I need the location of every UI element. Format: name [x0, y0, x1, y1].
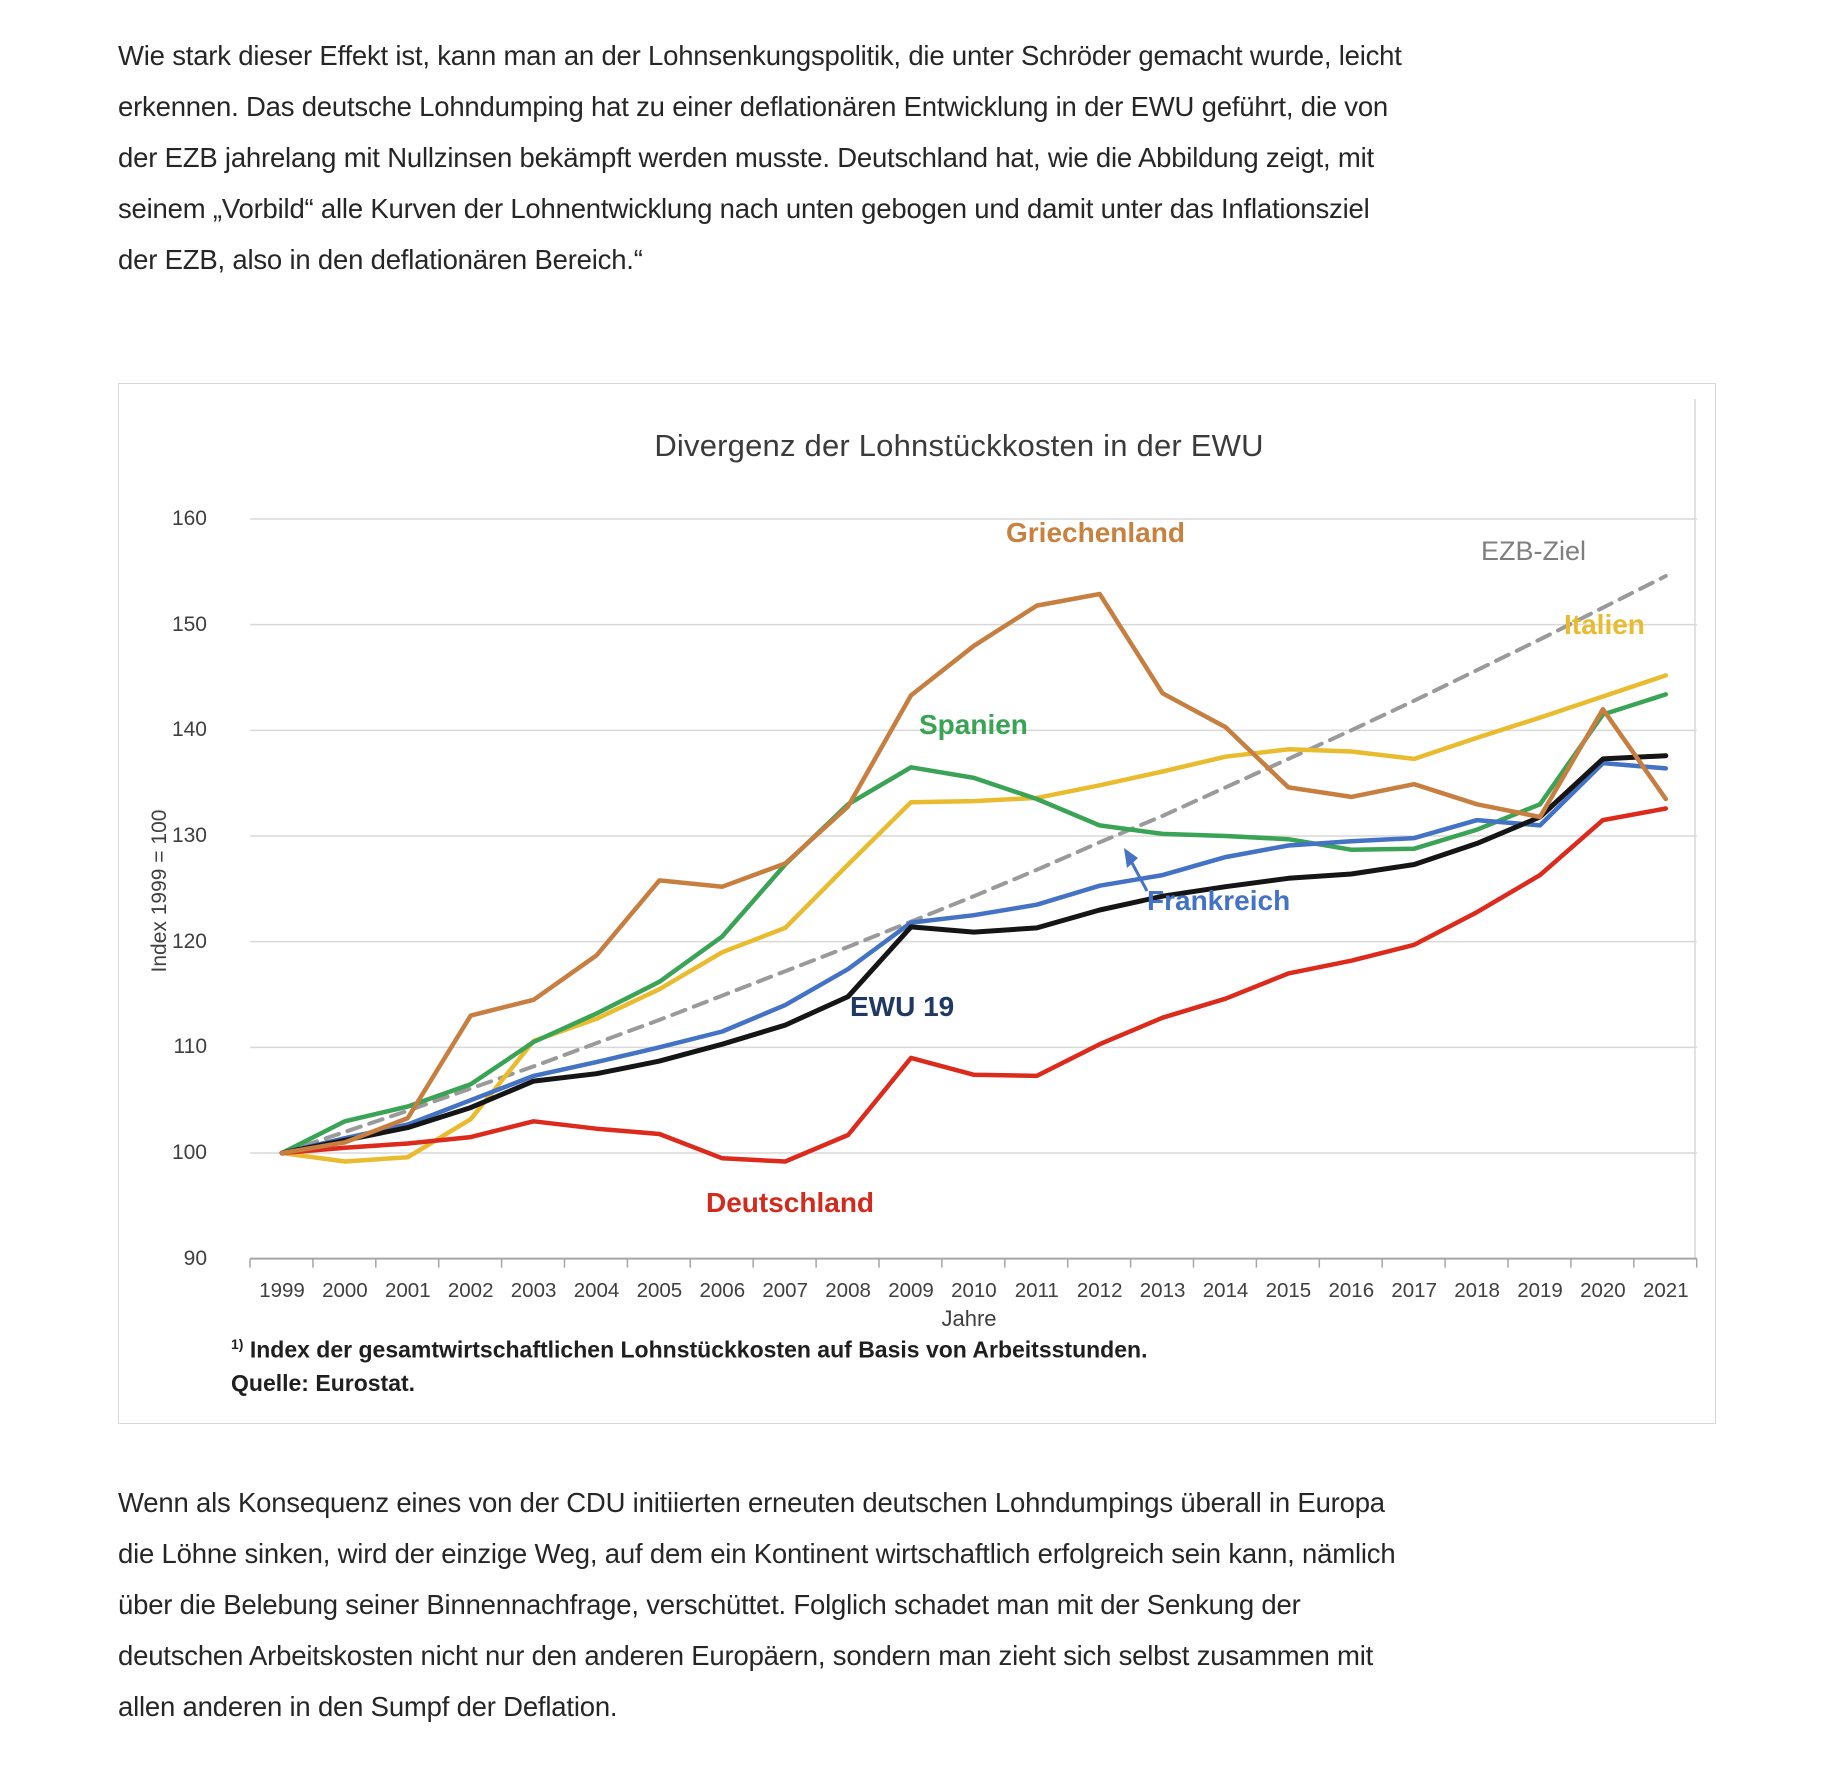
series-label-frankreich: Frankreich	[1147, 885, 1291, 916]
paragraph-line: deutschen Arbeitskosten nicht nur den an…	[118, 1640, 1374, 1671]
closing-paragraph: Wenn als Konsequenz eines von der CDU in…	[118, 1477, 1618, 1732]
x-tick-label: 2011	[1014, 1279, 1059, 1302]
series-label-italien: Italien	[1564, 609, 1645, 640]
x-tick-label: 2014	[1202, 1279, 1249, 1302]
y-tick-label: 140	[171, 718, 207, 742]
paragraph-line: allen anderen in den Sumpf der Deflation…	[118, 1691, 618, 1722]
footnote-text: Index der gesamtwirtschaftlichen Lohnstü…	[249, 1336, 1148, 1363]
paragraph-line: Wie stark dieser Effekt ist, kann man an…	[118, 40, 1402, 71]
y-tick-label: 130	[171, 823, 207, 847]
paragraph-line: die Löhne sinken, wird der einzige Weg, …	[118, 1538, 1396, 1569]
x-axis-title: Jahre	[941, 1306, 997, 1331]
x-tick-label: 2013	[1139, 1279, 1186, 1302]
paragraph-line: seinem „Vorbild“ alle Kurven der Lohnent…	[118, 193, 1370, 224]
paragraph-line: erkennen. Das deutsche Lohndumping hat z…	[118, 91, 1389, 122]
x-tick-label: 2015	[1265, 1279, 1312, 1302]
intro-paragraph: Wie stark dieser Effekt ist, kann man an…	[118, 30, 1618, 285]
x-tick-label: 2020	[1580, 1279, 1626, 1302]
chart-figure: Divergenz der Lohnstückkosten in der EWU…	[118, 383, 1716, 1424]
series-label-ezb-ziel: EZB-Ziel	[1481, 536, 1587, 566]
x-tick-label: 2005	[636, 1279, 683, 1302]
x-tick-label: 2002	[447, 1279, 494, 1302]
x-tick-label: 2019	[1517, 1279, 1563, 1302]
x-tick-label: 1999	[259, 1279, 305, 1302]
chart-title: Divergenz der Lohnstückkosten in der EWU	[654, 428, 1264, 463]
line-chart-plot	[249, 398, 1698, 1268]
series-label-spanien: Spanien	[919, 709, 1028, 740]
y-tick-label: 150	[171, 612, 207, 636]
x-tick-label: 2021	[1642, 1279, 1689, 1302]
x-tick-label: 2008	[825, 1279, 871, 1302]
x-tick-label: 2006	[699, 1279, 746, 1302]
y-tick-label: 100	[171, 1141, 207, 1164]
paragraph-line: der EZB jahrelang mit Nullzinsen bekämpf…	[118, 142, 1374, 173]
series-label-ewu19: EWU 19	[850, 991, 955, 1022]
x-tick-label: 2012	[1076, 1279, 1123, 1302]
y-tick-label: 160	[171, 506, 207, 530]
series-label-griechenland: Griechenland	[1006, 517, 1185, 548]
footnote-marker: 1)	[231, 1336, 244, 1352]
chart-source: Quelle: Eurostat.	[231, 1370, 416, 1396]
y-tick-label: 90	[183, 1246, 207, 1270]
x-tick-label: 2018	[1454, 1279, 1500, 1302]
paragraph-line: über die Belebung seiner Binnennachfrage…	[118, 1589, 1301, 1620]
series-label-deutschland: Deutschland	[706, 1187, 875, 1218]
x-tick-label: 2010	[951, 1279, 997, 1302]
x-tick-label: 2000	[322, 1279, 368, 1302]
paragraph-line: Wenn als Konsequenz eines von der CDU in…	[118, 1487, 1385, 1518]
x-tick-label: 2009	[888, 1279, 934, 1302]
x-tick-label: 2016	[1328, 1279, 1375, 1302]
x-tick-label: 2007	[762, 1279, 808, 1302]
x-tick-label: 2003	[510, 1279, 557, 1302]
paragraph-line: der EZB, also in den deflationären Berei…	[118, 244, 643, 275]
x-tick-label: 2001	[384, 1279, 431, 1302]
x-tick-label: 2017	[1391, 1279, 1437, 1302]
x-tick-label: 2004	[573, 1279, 620, 1302]
y-tick-label: 120	[171, 929, 207, 953]
y-tick-label: 110	[173, 1035, 207, 1059]
chart-footnote: 1) Index der gesamtwirtschaftlichen Lohn…	[231, 1336, 1147, 1364]
